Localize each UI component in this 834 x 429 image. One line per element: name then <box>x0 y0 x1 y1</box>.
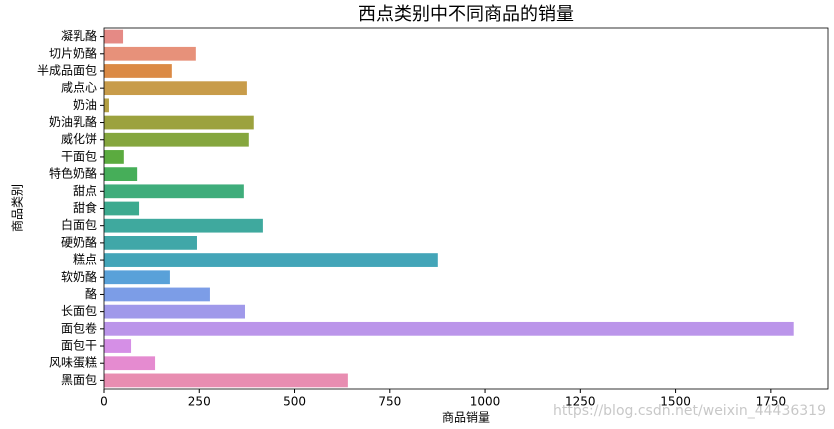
bar <box>104 321 794 336</box>
y-tick-label: 甜食 <box>73 200 97 215</box>
y-tick-label: 咸点心 <box>61 81 97 95</box>
y-tick-label: 面包干 <box>61 339 97 353</box>
bar <box>104 167 138 181</box>
x-tick-label: 1500 <box>660 395 691 409</box>
bar <box>104 46 196 61</box>
bar <box>104 184 244 199</box>
x-tick-label: 250 <box>188 395 211 409</box>
x-tick-label: 750 <box>378 395 401 409</box>
y-tick-label: 切片奶酪 <box>49 45 97 60</box>
bar <box>104 373 348 388</box>
x-tick-label: 1000 <box>470 395 501 409</box>
bar <box>104 236 197 250</box>
bar <box>104 98 109 113</box>
y-tick-label: 威化饼 <box>61 132 97 146</box>
y-axis-label: 商品类别 <box>10 184 25 232</box>
y-tick-label: 长面包 <box>61 304 97 318</box>
bar <box>104 304 245 319</box>
y-tick-label: 黑面包 <box>61 373 97 387</box>
y-tick-label: 干面包 <box>61 149 97 163</box>
y-tick-label: 甜点 <box>73 184 97 198</box>
x-tick-label: 500 <box>283 395 306 409</box>
x-tick-label: 0 <box>100 395 108 409</box>
bar <box>104 270 170 285</box>
bar <box>104 339 132 353</box>
x-axis-label: 商品销量 <box>442 410 490 425</box>
y-tick-label: 凝乳酪 <box>61 28 97 43</box>
x-tick-label: 1750 <box>756 395 787 409</box>
y-tick-label: 糕点 <box>73 253 97 267</box>
x-tick-label: 1250 <box>565 395 596 409</box>
bar <box>104 201 140 216</box>
y-tick-label: 半成品面包 <box>37 63 97 77</box>
y-tick-label: 硬奶酪 <box>61 234 97 249</box>
bar <box>104 253 438 267</box>
bar <box>104 150 124 164</box>
y-tick-label: 软奶酪 <box>61 269 97 284</box>
bar <box>104 64 172 78</box>
bar <box>104 287 210 302</box>
bar <box>104 218 263 233</box>
plot-frame <box>103 27 829 390</box>
y-tick-label: 白面包 <box>61 217 97 232</box>
y-tick-label: 特色奶酪 <box>49 166 97 181</box>
bar <box>104 29 124 44</box>
bar <box>104 115 254 130</box>
y-tick-label: 奶油乳酪 <box>49 114 97 129</box>
chart-title: 西点类别中不同商品的销量 <box>358 4 574 25</box>
y-tick-label: 酪 <box>85 286 97 301</box>
bar <box>104 132 249 147</box>
y-tick-label: 面包卷 <box>61 320 97 335</box>
y-tick-label: 奶油 <box>73 98 97 112</box>
bar <box>104 81 247 96</box>
bar <box>104 356 156 371</box>
watermark: https://blog.csdn.net/weixin_44436319 <box>553 403 826 419</box>
y-tick-label: 风味蛋糕 <box>49 356 97 370</box>
